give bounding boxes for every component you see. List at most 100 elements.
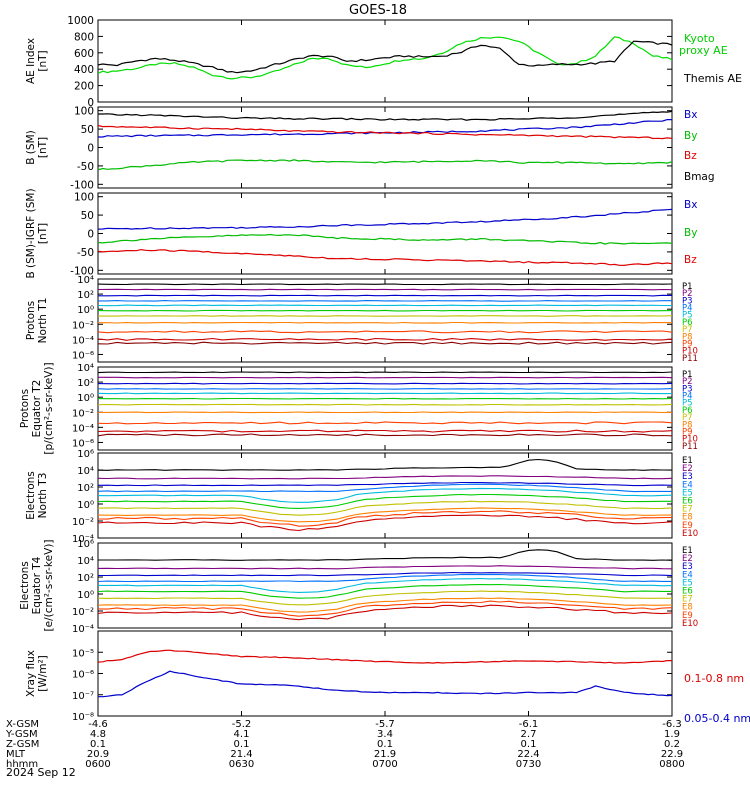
channel-label-e8: E8 — [682, 603, 693, 613]
legend-by: By — [684, 130, 697, 142]
legend-bz: Bz — [684, 150, 697, 162]
y-axis-label: [W/m²] — [37, 655, 49, 692]
x-tick-label: 21.9 — [374, 749, 396, 760]
y-axis-label: B (SM)-IGRF (SM) — [25, 188, 37, 278]
y-axis-label: [nT] — [37, 137, 49, 158]
panel-protons_t2: Protons Equator T2 [p/(cm²-s-sr-keV)] 10⁴ 10… — [19, 362, 698, 454]
y-axis-label: [nT] — [37, 223, 49, 244]
x-tick-label: 22.4 — [517, 749, 539, 760]
legend-bmag: Bmag — [684, 171, 715, 183]
y-tick-label: 10⁻⁷ — [72, 691, 94, 702]
y-tick-label: 10⁻⁴ — [72, 534, 94, 545]
x-tick-label: 0700 — [372, 759, 397, 770]
channel-label-e3: E3 — [682, 472, 693, 482]
y-axis-label: Equator T2 — [31, 380, 43, 438]
y-axis-label: Electrons — [19, 561, 31, 610]
x-tick-label: -5.2 — [232, 719, 252, 730]
series-group — [98, 36, 672, 80]
x-tick-label: 0.1 — [90, 739, 106, 750]
channel-label-e4: E4 — [682, 570, 693, 580]
x-axis-row-label: Z-GSM — [6, 739, 39, 750]
channel-label-e8: E8 — [682, 513, 693, 523]
channel-line-e3 — [98, 571, 672, 577]
y-axis-label: Equator T4 — [31, 556, 43, 614]
channel-label-p2: P2 — [682, 289, 693, 299]
y-axis-label: Protons — [19, 389, 31, 428]
y-axis-label: AE Index — [25, 38, 37, 84]
series-line-bz — [98, 124, 672, 140]
x-tick-label: 21.4 — [230, 749, 252, 760]
channel-label-e10: E10 — [682, 529, 698, 539]
y-tick-label: 10⁰ — [77, 500, 94, 511]
panel-b_sm: B (SM) [nT] -100 -50 0 50 100 Bx By Bz Bmag — [25, 106, 715, 192]
x-tick-label: 4.1 — [234, 729, 250, 740]
channel-label-p1: P1 — [682, 370, 693, 380]
channel-line-e7 — [98, 590, 672, 606]
channel-line-p1 — [98, 283, 672, 286]
channel-label-p11: P11 — [682, 354, 698, 364]
channel-line-e2 — [98, 565, 672, 570]
y-tick-label: 10⁻² — [72, 607, 94, 618]
channel-label-e1: E1 — [682, 546, 693, 556]
channel-line-p10 — [98, 337, 672, 341]
channel-label-p10: P10 — [682, 435, 698, 445]
channel-label-e1: E1 — [682, 456, 693, 466]
x-tick-label: 0.1 — [521, 739, 537, 750]
y-tick-label: 10⁻⁴ — [72, 423, 94, 434]
channel-line-p4 — [98, 388, 672, 390]
x-tick-label: 0.2 — [664, 739, 680, 750]
x-tick-label: 0.1 — [234, 739, 250, 750]
x-axis-row-label: Y-GSM — [5, 729, 38, 740]
channel-line-e4 — [98, 483, 672, 493]
legend-xray-long: 0.1-0.8 nm — [684, 672, 744, 685]
y-tick-label: 100 — [74, 106, 94, 118]
y-tick-label: 10⁻⁶ — [72, 350, 94, 361]
y-axis-label: [nT] — [37, 50, 49, 71]
channel-line-e7 — [98, 500, 672, 516]
legend-xray-short: 0.05-0.4 nm — [684, 712, 750, 725]
x-tick-label: 0730 — [516, 759, 541, 770]
channel-line-p7 — [98, 315, 672, 317]
channel-label-e5: E5 — [682, 578, 693, 588]
channel-label-e3: E3 — [682, 562, 693, 572]
y-tick-label: -100 — [70, 179, 94, 191]
y-tick-label: 200 — [74, 81, 94, 93]
x-tick-label: 2.7 — [521, 729, 537, 740]
x-axis-row-label: MLT — [6, 749, 26, 760]
channel-label-p3: P3 — [682, 296, 693, 306]
y-axis-label: North T3 — [37, 473, 49, 519]
channel-line-p8 — [98, 411, 672, 414]
series-group — [98, 371, 672, 437]
y-tick-label: 10⁴ — [77, 363, 94, 374]
channel-line-p6 — [98, 397, 672, 400]
y-tick-label: 10⁻² — [72, 517, 94, 528]
y-axis-label: Electrons — [25, 471, 37, 520]
series-group — [98, 208, 672, 267]
channel-label-p5: P5 — [682, 311, 693, 321]
legend-kyoto: Kyoto — [684, 32, 715, 45]
channel-label-e9: E9 — [682, 611, 693, 621]
x-tick-label: -5.7 — [375, 719, 395, 730]
channel-line-p2 — [98, 288, 672, 291]
channel-label-p8: P8 — [682, 332, 693, 342]
y-tick-label: 800 — [74, 31, 94, 43]
y-axis-label: Xray flux — [25, 650, 37, 697]
legend-themis-ae: Themis AE — [683, 72, 742, 85]
channel-line-e3 — [98, 481, 672, 487]
y-tick-label: 10² — [77, 483, 94, 494]
series-line-bz — [98, 248, 672, 267]
channel-label-e5: E5 — [682, 488, 693, 498]
date-label: 2024 Sep 12 — [6, 766, 76, 779]
channel-line-e10 — [98, 514, 672, 532]
channel-label-e7: E7 — [682, 595, 693, 605]
series-line-0-05-0-4-nm — [98, 670, 672, 698]
y-tick-label: 10⁻⁵ — [72, 648, 94, 659]
channel-label-p4: P4 — [682, 392, 693, 402]
channel-label-p8: P8 — [682, 420, 693, 430]
x-tick-label: 0600 — [85, 759, 110, 770]
y-axis-label: Protons — [25, 301, 37, 340]
channel-label-p9: P9 — [682, 339, 693, 349]
channel-line-e8 — [98, 507, 672, 523]
y-axis-label: [e/(cm²-s-sr-keV)] — [43, 540, 55, 632]
legend-bz: Bz — [684, 254, 697, 266]
